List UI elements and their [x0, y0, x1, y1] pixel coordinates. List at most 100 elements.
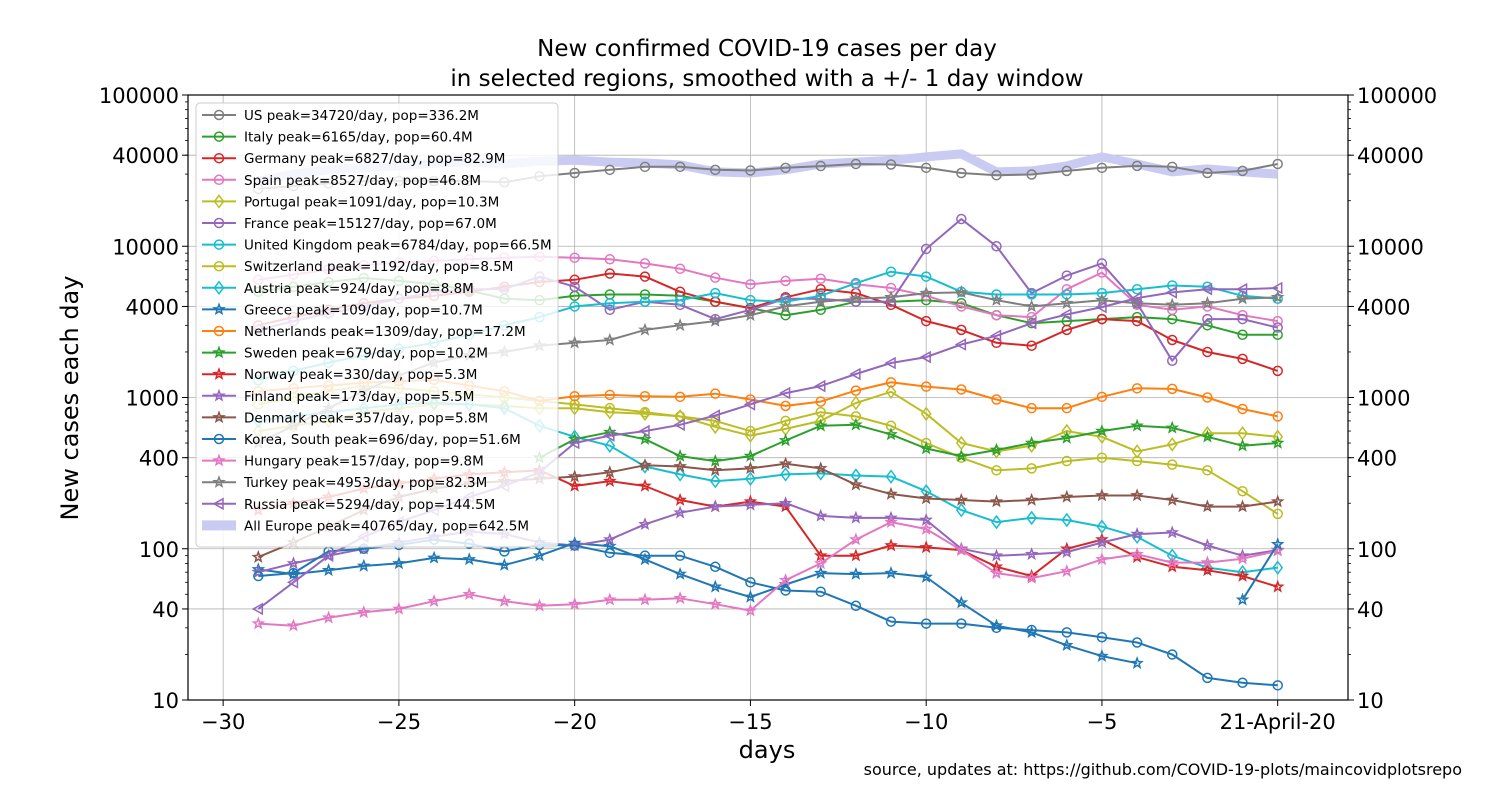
- data-point: [1165, 286, 1177, 299]
- data-point: [1237, 403, 1248, 415]
- data-point: [814, 556, 828, 570]
- data-point: [1272, 329, 1283, 340]
- legend-marker: [212, 497, 224, 511]
- data-point: [673, 448, 687, 462]
- data-point: [991, 289, 1002, 300]
- data-point: [743, 494, 758, 508]
- data-point: [708, 463, 722, 477]
- y-tick-label-right: 10: [1357, 689, 1384, 713]
- legend-entry: Portugal peak=1091/day, pop=10.3M: [202, 194, 499, 210]
- data-point: [991, 241, 1002, 252]
- data-point: [674, 161, 686, 173]
- data-point: [989, 565, 1004, 579]
- data-point: [1166, 437, 1178, 452]
- data-point: [744, 428, 756, 443]
- data-point: [919, 285, 933, 299]
- data-point: [710, 287, 721, 299]
- legend-label: Russia peak=5294/day, pop=144.5M: [244, 497, 495, 513]
- y-tick-label-right: 40000: [1357, 144, 1424, 168]
- x-tick-label: −20: [553, 710, 597, 734]
- data-point: [849, 367, 861, 381]
- y-tick-label-right: 40: [1357, 598, 1384, 622]
- data-point: [1270, 290, 1285, 303]
- data-point: [1166, 459, 1178, 470]
- data-point: [1200, 499, 1215, 513]
- data-point: [288, 567, 299, 579]
- chart-title-line2: in selected regions, smoothed with a +/-…: [450, 66, 1083, 92]
- series-hungary: [251, 514, 1285, 632]
- legend-entry: Denmark peak=357/day, pop=5.8M: [202, 410, 488, 426]
- data-point: [956, 297, 967, 309]
- data-point: [745, 425, 756, 437]
- data-point: [392, 556, 406, 570]
- data-point: [1026, 463, 1037, 474]
- data-point: [813, 461, 828, 475]
- data-point: [532, 548, 547, 562]
- data-point: [532, 598, 547, 612]
- y-tick-label-left: 10000: [112, 235, 179, 259]
- legend-entry: All Europe peak=40765/day, pop=642.5M: [202, 518, 529, 534]
- data-point: [673, 505, 687, 519]
- data-point: [603, 332, 617, 346]
- data-point: [321, 563, 336, 577]
- data-point: [1237, 165, 1248, 177]
- legend-label: Germany peak=6827/day, pop=82.9M: [244, 151, 505, 167]
- data-point: [954, 595, 969, 609]
- series-line: [258, 521, 1278, 627]
- data-point: [778, 573, 793, 586]
- data-point: [569, 301, 580, 312]
- x-tick-label: −30: [201, 710, 245, 734]
- data-point: [710, 164, 721, 176]
- data-point: [743, 603, 758, 617]
- data-point: [956, 213, 967, 225]
- data-point: [1200, 538, 1215, 552]
- legend-marker: [213, 174, 225, 186]
- legend-label: Netherlands peak=1309/day, pop=17.2M: [244, 324, 526, 340]
- data-point: [639, 258, 651, 269]
- data-point: [813, 418, 828, 432]
- data-point: [920, 162, 932, 174]
- data-point: [1235, 499, 1250, 513]
- legend-entry: Greece peak=109/day, pop=10.7M: [202, 302, 483, 318]
- series-line: [258, 542, 1138, 665]
- legend-label: Portugal peak=1091/day, pop=10.3M: [244, 194, 499, 210]
- legend-entry: Spain peak=8527/day, pop=46.8M: [202, 173, 481, 189]
- legend-entry: Korea, South peak=696/day, pop=51.6M: [202, 432, 521, 448]
- data-point: [569, 167, 580, 179]
- legend-label: Greece peak=109/day, pop=10.7M: [244, 302, 483, 318]
- legend-marker: [213, 131, 225, 142]
- data-point: [919, 569, 933, 583]
- data-point: [1200, 296, 1215, 310]
- data-point: [708, 313, 723, 327]
- legend-label: Sweden peak=679/day, pop=10.2M: [244, 346, 488, 362]
- data-point: [954, 542, 969, 556]
- data-point: [638, 322, 652, 336]
- data-point: [1272, 411, 1283, 422]
- data-point: [286, 556, 301, 570]
- data-point: [427, 550, 441, 564]
- data-point: [1166, 161, 1178, 173]
- legend-box: [195, 102, 559, 548]
- legend-label: Finland peak=173/day, pop=5.5M: [244, 389, 474, 405]
- legend-entry: France peak=15127/day, pop=67.0M: [202, 216, 497, 232]
- legend-label: Spain peak=8527/day, pop=46.8M: [244, 173, 481, 189]
- data-point: [780, 162, 791, 174]
- data-point: [743, 589, 758, 603]
- y-tick-label-right: 100: [1357, 538, 1397, 562]
- axis-ticks: −30 −25 −20 −15 −10 −5 21-April-20 10 10 40 40 100 1…: [99, 84, 1437, 734]
- data-point: [850, 600, 862, 611]
- data-point: [778, 299, 793, 313]
- data-point: [1166, 649, 1178, 660]
- data-point: [1095, 552, 1109, 566]
- data-point: [1235, 568, 1250, 582]
- legend-entry: Hungary peak=157/day, pop=9.8M: [202, 453, 484, 470]
- data-point: [604, 402, 616, 414]
- data-point: [322, 549, 334, 562]
- data-point: [639, 406, 651, 418]
- data-point: [569, 540, 580, 551]
- data-point: [1095, 535, 1109, 549]
- data-point: [638, 478, 652, 492]
- legend-entry: US peak=34720/day, pop=336.2M: [202, 108, 479, 124]
- legend-entry: Finland peak=173/day, pop=5.5M: [202, 388, 474, 405]
- data-point: [850, 277, 862, 289]
